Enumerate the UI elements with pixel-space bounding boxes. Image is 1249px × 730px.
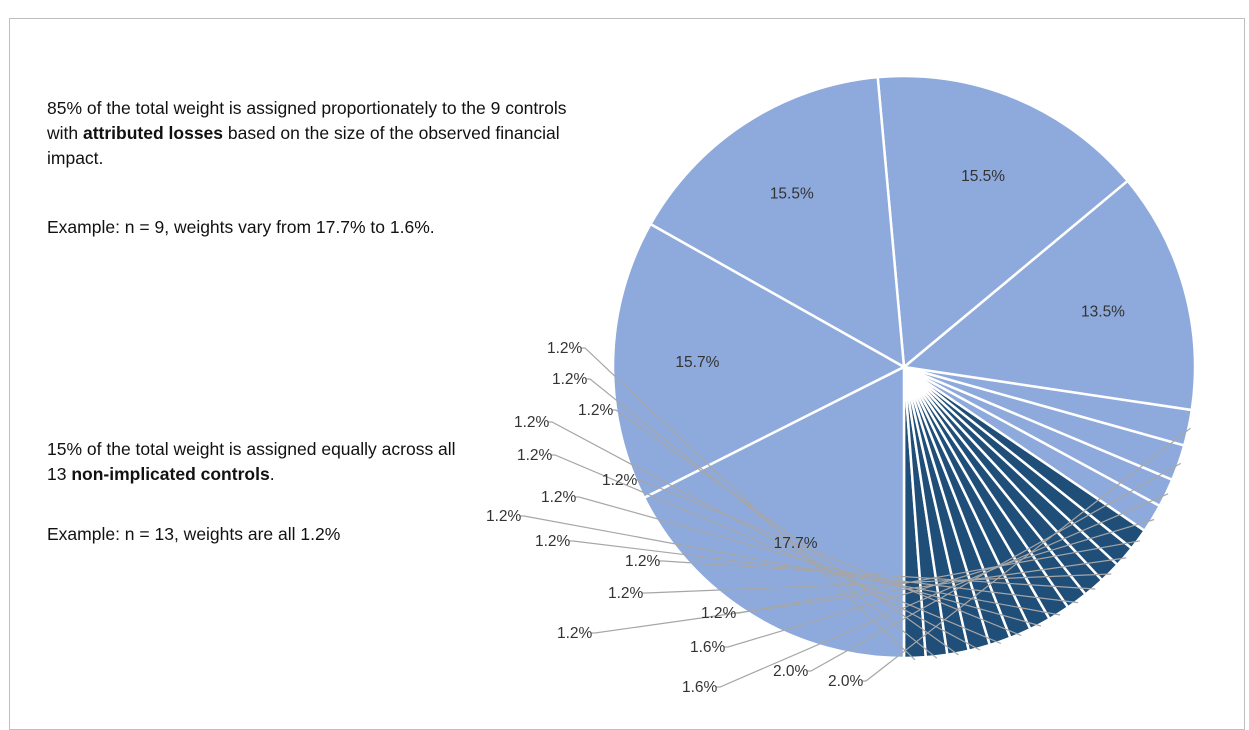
label-leader-line	[862, 427, 1191, 682]
slice-label: 1.6%	[690, 639, 726, 656]
non-implicated-example: Example: n = 13, weights are all 1.2%	[47, 524, 341, 544]
label-leader-line	[642, 573, 1112, 594]
slice-label: 1.2%	[486, 508, 522, 525]
slice-label: 2.0%	[773, 663, 809, 680]
slice-label: 1.6%	[682, 679, 718, 696]
label-leader-line	[551, 454, 1002, 645]
slice-label: 1.2%	[578, 402, 614, 419]
label-leader-line	[807, 462, 1181, 672]
slice-label: 15.7%	[675, 354, 719, 371]
slice-labels: 1.2% 1.2% 1.2% 1.2% 1.2% 1.2% 1.2% 1.2% 1.2% 1.2%…	[486, 168, 1125, 696]
label-leader-line	[735, 540, 1141, 614]
attributed-losses-example: Example: n = 9, weights vary from 17.7% …	[47, 217, 435, 237]
label-leader-line	[716, 493, 1169, 688]
slice-label: 1.2%	[608, 585, 644, 602]
label-leader-lines	[520, 347, 1191, 688]
label-leader-line	[591, 557, 1127, 634]
slice-label: 1.2%	[541, 489, 577, 506]
slice-label: 1.2%	[557, 625, 593, 642]
slice-label: 1.2%	[701, 605, 737, 622]
slice-label: 15.5%	[961, 168, 1005, 185]
slice-label: 2.0%	[828, 673, 864, 690]
slice-label: 17.7%	[774, 535, 818, 552]
slice-label: 1.2%	[517, 447, 553, 464]
non-implicated-note-text-end: .	[269, 464, 275, 484]
pie-slice	[649, 75, 906, 369]
non-implicated-note: 15% of the total weight is assigned equa…	[47, 437, 467, 487]
slice-label: 1.2%	[535, 533, 571, 550]
slice-label: 1.2%	[602, 472, 638, 489]
pie-slice	[902, 179, 1197, 412]
slice-label: 15.5%	[770, 186, 814, 203]
label-leader-line	[520, 515, 1061, 616]
attributed-note-text-end: based on the size of the observed financ…	[47, 123, 560, 168]
slice-label: 13.5%	[1081, 303, 1125, 320]
slice-label: 1.2%	[547, 340, 583, 357]
pie-slice	[876, 74, 1129, 369]
slice-label: 1.2%	[552, 371, 588, 388]
attributed-note-text-start: 85% of the total weight is assigned prop…	[47, 98, 567, 143]
label-leader-line	[581, 347, 916, 661]
non-implicated-note-bold: non-implicated controls	[71, 464, 270, 484]
label-leader-line	[636, 479, 1022, 637]
attributed-losses-note: 85% of the total weight is assigned prop…	[47, 96, 567, 171]
non-implicated-note-text-start: 15% of the total weight is assigned equa…	[47, 439, 456, 484]
pie-slice	[611, 222, 906, 500]
label-leader-line	[724, 518, 1155, 648]
slice-label: 1.2%	[514, 414, 550, 431]
attributed-note-bold: attributed losses	[82, 123, 224, 143]
slice-label: 1.2%	[625, 553, 661, 570]
